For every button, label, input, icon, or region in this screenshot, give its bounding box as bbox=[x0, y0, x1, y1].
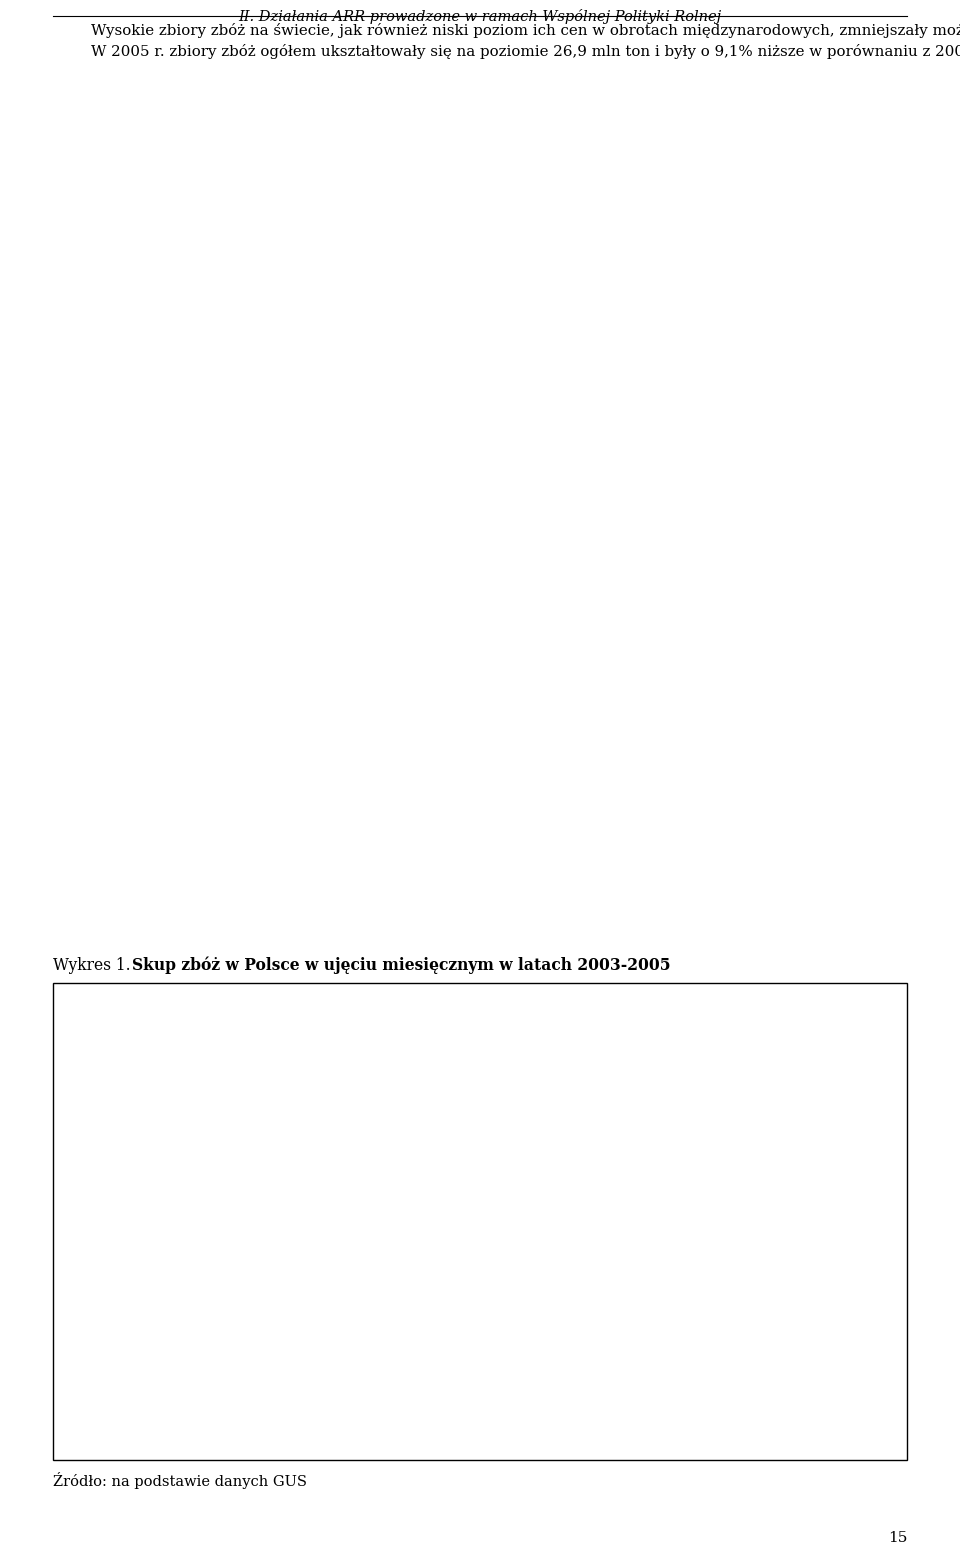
Text: jęczmięń paszowy: jęczmięń paszowy bbox=[589, 1372, 716, 1386]
Text: II. Działania ARR prowadzone w ramach Wspólnej Polityki Rolnej: II. Działania ARR prowadzone w ramach Ws… bbox=[238, 9, 722, 23]
Text: pszenica: pszenica bbox=[589, 1330, 651, 1344]
Text: Wysokie zbiory zbóż na świecie, jak również niski poziom ich cen w obrotach międ: Wysokie zbiory zbóż na świecie, jak równ… bbox=[53, 23, 960, 59]
Text: żyto: żyto bbox=[212, 1372, 241, 1386]
Text: zboża podstawowe ogółem: zboża podstawowe ogółem bbox=[212, 1330, 400, 1344]
Text: Skup zbóż w Polsce w ujęciu miesięcznym w latach 2003-2005: Skup zbóż w Polsce w ujęciu miesięcznym … bbox=[132, 957, 670, 974]
Text: 15: 15 bbox=[888, 1531, 907, 1545]
Text: Źródło: na podstawie danych GUS: Źródło: na podstawie danych GUS bbox=[53, 1472, 307, 1489]
Text: Wykres 1.: Wykres 1. bbox=[53, 957, 135, 974]
Y-axis label: tys. ton: tys. ton bbox=[61, 1119, 76, 1175]
Text: kukurydza: kukurydza bbox=[212, 1411, 286, 1425]
